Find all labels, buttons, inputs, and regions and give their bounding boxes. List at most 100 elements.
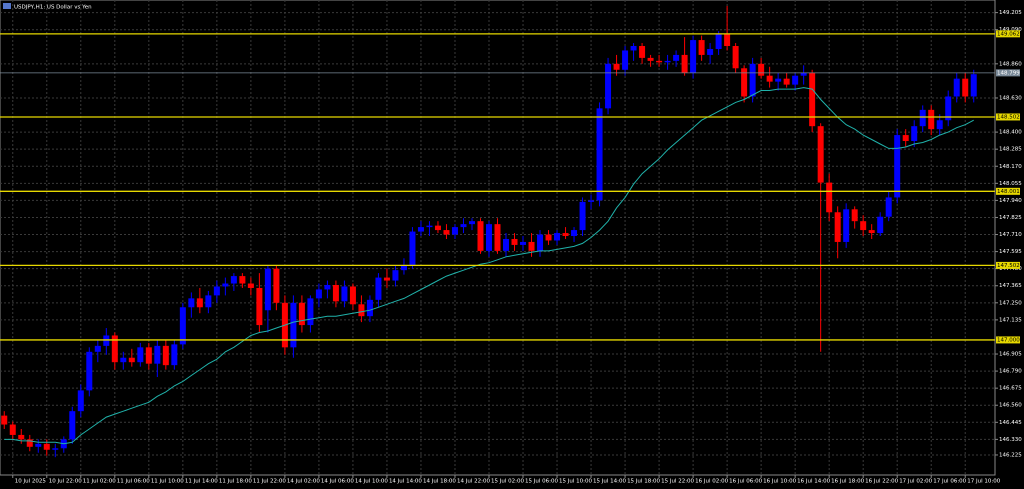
candle-body [817, 126, 824, 183]
chart-title: USDJPY,H1: US Dollar vs Yen [14, 5, 92, 11]
candle-body [919, 109, 926, 127]
candle-body [179, 307, 186, 345]
candle-body [468, 221, 475, 225]
candle-body [205, 295, 212, 308]
y-tick-label: 148.860 [999, 61, 1022, 67]
candle-body [494, 224, 501, 251]
y-tick-label: 148.055 [999, 181, 1022, 187]
candle-body [273, 268, 280, 303]
x-tick-label: 15 Jul 14:00 [593, 479, 626, 485]
y-tick-label: 147.135 [999, 317, 1022, 323]
candle-body [154, 345, 161, 364]
candle-body [528, 241, 535, 251]
y-tick-label: 146.790 [999, 369, 1022, 375]
current-price-label: 148.799 [997, 70, 1020, 76]
candle-body [588, 200, 595, 202]
price-level-tag [996, 336, 1020, 344]
candle-body [400, 265, 407, 271]
candle-body [171, 344, 178, 366]
y-tick-label: 146.905 [999, 352, 1022, 358]
x-tick-label: 14 Jul 18:00 [423, 479, 456, 485]
candle-body [239, 276, 246, 284]
x-tick-label: 11 Jul 06:00 [117, 479, 150, 485]
candle-body [749, 63, 756, 97]
candle-body [451, 227, 458, 235]
x-tick-label: 15 Jul 06:00 [525, 479, 558, 485]
candle-body [868, 230, 875, 234]
moving-average [4, 87, 974, 445]
candle-body [809, 72, 816, 127]
candle-body [213, 286, 220, 296]
candle-body [630, 46, 637, 51]
candle-body [724, 34, 731, 47]
candle-body [392, 270, 399, 281]
candle-body [247, 283, 254, 288]
candle-body [894, 135, 901, 198]
candle-body [970, 74, 977, 97]
candle-body [596, 108, 603, 201]
candle-body [324, 285, 331, 290]
candle-body [188, 298, 195, 308]
x-tick-label: 16 Jul 18:00 [831, 479, 864, 485]
y-tick-label: 147.940 [999, 198, 1022, 204]
candle-body [732, 46, 739, 69]
y-tick-label: 149.205 [999, 10, 1022, 16]
candle-body [545, 234, 552, 241]
y-tick-label: 146.675 [999, 386, 1022, 392]
y-tick-label: 149.090 [999, 27, 1022, 33]
x-tick-label: 16 Jul 02:00 [695, 479, 728, 485]
candle-body [554, 233, 561, 241]
x-tick-label: 10 Jul 22:00 [49, 479, 82, 485]
candle-body [690, 40, 697, 73]
candle-body [639, 46, 646, 58]
x-tick-label: 11 Jul 22:00 [253, 479, 286, 485]
candle-body [902, 135, 909, 142]
candle-body [128, 357, 135, 363]
candle-body [783, 78, 790, 85]
candle-body [9, 424, 16, 435]
candle-body [145, 347, 152, 364]
candle-body [843, 209, 850, 242]
candle-body [358, 304, 365, 317]
candle-body [443, 230, 450, 235]
candle-body [928, 109, 935, 130]
candle-body [35, 443, 42, 447]
candle-body [349, 286, 356, 305]
candle-body [77, 390, 84, 412]
price-level-tag [996, 187, 1020, 195]
x-tick-label: 17 Jul 10:00 [967, 479, 1000, 485]
candle-body [417, 227, 424, 232]
y-tick-label: 147.365 [999, 283, 1022, 289]
candle-body [256, 287, 263, 326]
candle-body [1, 415, 8, 425]
x-tick-label: 14 Jul 02:00 [287, 479, 320, 485]
candle-body [426, 225, 433, 228]
candle-body [766, 75, 773, 82]
x-tick-label: 15 Jul 22:00 [661, 479, 694, 485]
candle-body [647, 57, 654, 61]
candle-body [945, 96, 952, 121]
candle-body [366, 299, 373, 317]
x-tick-label: 15 Jul 02:00 [491, 479, 524, 485]
candle-body [715, 34, 722, 49]
y-tick-label: 146.445 [999, 420, 1022, 426]
candle-body [332, 285, 339, 302]
candle-body [196, 298, 203, 308]
candle-body [434, 225, 441, 231]
candle-body [383, 277, 390, 281]
candle-body [885, 197, 892, 217]
y-tick-label: 146.330 [999, 437, 1022, 443]
candle-body [18, 434, 25, 440]
x-tick-label: 17 Jul 06:00 [933, 479, 966, 485]
y-tick-label: 148.400 [999, 130, 1022, 136]
candle-body [792, 75, 799, 85]
x-tick-label: 15 Jul 18:00 [627, 479, 660, 485]
candle-body [834, 212, 841, 242]
candle-body [936, 120, 943, 130]
candle-body [605, 63, 612, 109]
x-tick-label: 14 Jul 10:00 [355, 479, 388, 485]
candle-body [673, 54, 680, 61]
candle-body [409, 231, 416, 266]
price-level-label: 148.502 [997, 114, 1020, 120]
